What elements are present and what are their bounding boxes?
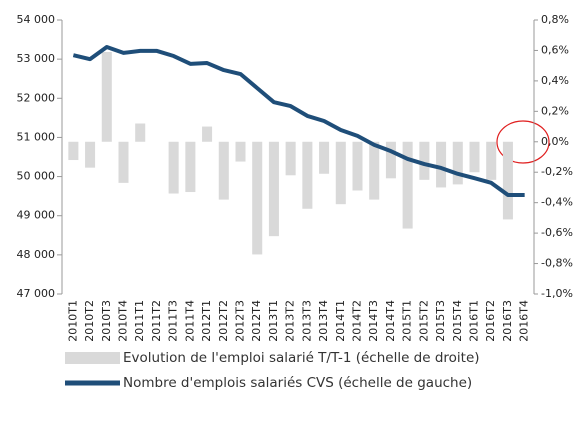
x-tick-label: 2014T3 [367, 300, 380, 342]
bar [469, 141, 480, 173]
x-tick-label: 2016T1 [468, 300, 481, 342]
x-tick-label: 2012T1 [200, 300, 213, 342]
y2-tick-label: -0,4% [541, 196, 573, 209]
y2-tick-label: -1,0% [541, 287, 573, 300]
x-tick-label: 2012T2 [217, 300, 230, 342]
x-tick-label: 2015T4 [451, 300, 464, 342]
bar [101, 51, 112, 142]
y-tick-label: 53 000 [17, 52, 56, 65]
x-tick-label: 2013T4 [317, 300, 330, 342]
bar [352, 141, 363, 191]
x-tick-label: 2010T3 [100, 300, 113, 342]
bar [118, 141, 129, 183]
x-tick-label: 2014T2 [351, 300, 364, 342]
x-tick-label: 2016T4 [518, 300, 531, 342]
x-tick-label: 2010T2 [83, 300, 96, 342]
y2-tick-label: 0,2% [541, 104, 569, 117]
y2-tick-label: -0,6% [541, 226, 573, 239]
x-tick-label: 2011T2 [150, 300, 163, 342]
x-tick-label: 2015T2 [417, 300, 430, 342]
x-tick-label: 2015T3 [434, 300, 447, 342]
x-tick-label: 2010T1 [66, 300, 79, 342]
legend-swatch [65, 352, 120, 364]
y-tick-label: 48 000 [17, 248, 56, 261]
bar [218, 141, 229, 200]
bar [402, 141, 413, 229]
bar [68, 141, 79, 161]
bar [436, 141, 447, 188]
x-tick-label: 2015T1 [401, 300, 414, 342]
bar [252, 141, 263, 255]
x-tick-label: 2013T3 [300, 300, 313, 342]
bar [486, 141, 497, 180]
y2-tick-label: 0,8% [541, 13, 569, 26]
legend-label: Evolution de l'emploi salarié T/T-1 (éch… [123, 350, 480, 366]
bar [335, 141, 346, 205]
y-tick-label: 51 000 [17, 130, 56, 143]
bar [185, 141, 196, 193]
x-tick-label: 2014T1 [334, 300, 347, 342]
y2-tick-label: -0,2% [541, 165, 573, 178]
x-tick-label: 2014T4 [384, 300, 397, 342]
bar [369, 141, 380, 200]
y2-tick-label: -0,8% [541, 257, 573, 270]
bar [385, 141, 396, 179]
y-tick-label: 50 000 [17, 170, 56, 183]
y2-tick-label: 0,0% [541, 135, 569, 148]
x-tick-label: 2013T2 [284, 300, 297, 342]
y-tick-label: 47 000 [17, 287, 56, 300]
x-tick-label: 2011T3 [167, 300, 180, 342]
bar [419, 141, 430, 180]
bar [268, 141, 279, 237]
y-tick-label: 54 000 [17, 13, 56, 26]
x-tick-label: 2011T4 [183, 300, 196, 342]
x-tick-label: 2012T3 [234, 300, 247, 342]
y-tick-label: 49 000 [17, 209, 56, 222]
x-tick-label: 2010T4 [117, 300, 130, 342]
bar [135, 123, 146, 142]
x-tick-label: 2011T1 [133, 300, 146, 342]
x-tick-label: 2013T1 [267, 300, 280, 342]
bar [85, 141, 96, 168]
bar [502, 141, 513, 220]
y-tick-label: 52 000 [17, 91, 56, 104]
bar [302, 141, 313, 209]
bar [202, 126, 213, 142]
bar [235, 141, 246, 162]
bar [168, 141, 179, 194]
bar [319, 141, 330, 174]
x-tick-label: 2016T3 [501, 300, 514, 342]
x-tick-label: 2012T4 [250, 300, 263, 342]
x-tick-label: 2016T2 [484, 300, 497, 342]
y2-tick-label: 0,6% [541, 43, 569, 56]
legend-label: Nombre d'emplois salariés CVS (échelle d… [123, 375, 472, 391]
bar [285, 141, 296, 176]
y2-tick-label: 0,4% [541, 74, 569, 87]
line [72, 45, 525, 197]
bar [452, 141, 463, 185]
highlight-circle [496, 120, 550, 164]
